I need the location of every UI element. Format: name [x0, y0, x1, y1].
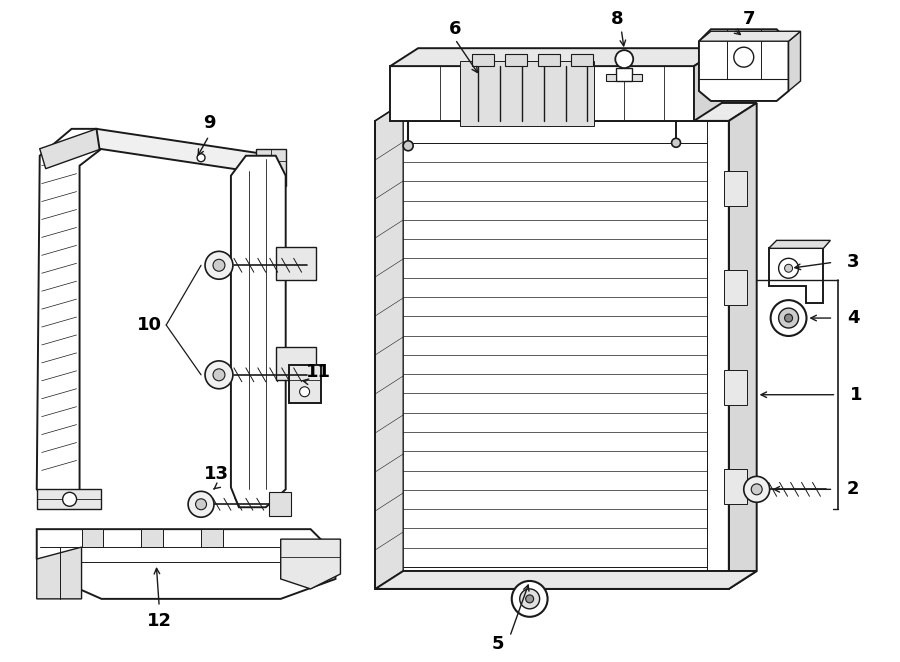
Polygon shape [375, 103, 403, 589]
Polygon shape [40, 129, 102, 169]
Circle shape [300, 387, 310, 397]
Circle shape [195, 498, 206, 510]
Polygon shape [269, 493, 291, 516]
Text: 3: 3 [847, 254, 860, 271]
Polygon shape [375, 121, 729, 589]
Polygon shape [769, 240, 831, 248]
Text: 7: 7 [742, 11, 755, 28]
Circle shape [213, 369, 225, 381]
Circle shape [519, 589, 540, 609]
Polygon shape [537, 54, 560, 66]
Polygon shape [724, 469, 747, 504]
Polygon shape [375, 571, 757, 589]
Polygon shape [37, 489, 102, 509]
Text: 8: 8 [611, 11, 624, 28]
Polygon shape [96, 129, 279, 175]
Polygon shape [231, 156, 285, 507]
Polygon shape [275, 248, 316, 280]
Polygon shape [607, 74, 616, 81]
Circle shape [188, 491, 214, 517]
Circle shape [205, 361, 233, 389]
Polygon shape [37, 129, 102, 507]
Circle shape [785, 314, 793, 322]
Circle shape [734, 47, 753, 67]
Polygon shape [141, 529, 163, 547]
Polygon shape [281, 539, 340, 589]
Polygon shape [572, 54, 593, 66]
Polygon shape [275, 347, 316, 380]
Circle shape [403, 141, 413, 151]
Polygon shape [397, 143, 706, 567]
Polygon shape [724, 370, 747, 404]
Polygon shape [391, 66, 694, 121]
Polygon shape [375, 103, 757, 121]
Text: 2: 2 [847, 481, 860, 498]
Text: 6: 6 [449, 21, 461, 38]
Polygon shape [37, 547, 82, 599]
Polygon shape [460, 61, 594, 126]
Circle shape [616, 50, 634, 68]
Polygon shape [724, 171, 747, 205]
Circle shape [63, 493, 76, 506]
Circle shape [205, 252, 233, 279]
Polygon shape [632, 74, 643, 81]
Polygon shape [391, 48, 722, 66]
Circle shape [778, 308, 798, 328]
Circle shape [197, 154, 205, 162]
Polygon shape [788, 31, 800, 91]
Polygon shape [472, 54, 494, 66]
Polygon shape [201, 529, 223, 547]
Circle shape [743, 477, 770, 502]
Circle shape [512, 581, 547, 617]
Circle shape [770, 300, 806, 336]
Polygon shape [729, 103, 757, 589]
Text: 5: 5 [491, 635, 504, 653]
Text: 4: 4 [847, 309, 860, 327]
Text: 1: 1 [850, 386, 862, 404]
Polygon shape [699, 31, 800, 41]
Circle shape [526, 595, 534, 603]
Text: 13: 13 [203, 465, 229, 483]
Text: 11: 11 [306, 363, 331, 381]
Polygon shape [37, 529, 336, 599]
Circle shape [671, 138, 680, 147]
Circle shape [785, 264, 793, 272]
Polygon shape [616, 68, 632, 81]
Circle shape [752, 484, 762, 495]
Polygon shape [256, 149, 285, 185]
Text: 12: 12 [147, 612, 172, 630]
Polygon shape [82, 529, 104, 547]
Polygon shape [724, 270, 747, 305]
Circle shape [778, 258, 798, 278]
Polygon shape [289, 365, 320, 402]
Polygon shape [699, 29, 788, 101]
Circle shape [213, 260, 225, 271]
Polygon shape [769, 248, 824, 303]
Polygon shape [694, 48, 722, 121]
Text: 9: 9 [202, 114, 215, 132]
Text: 10: 10 [137, 316, 162, 334]
Polygon shape [505, 54, 526, 66]
